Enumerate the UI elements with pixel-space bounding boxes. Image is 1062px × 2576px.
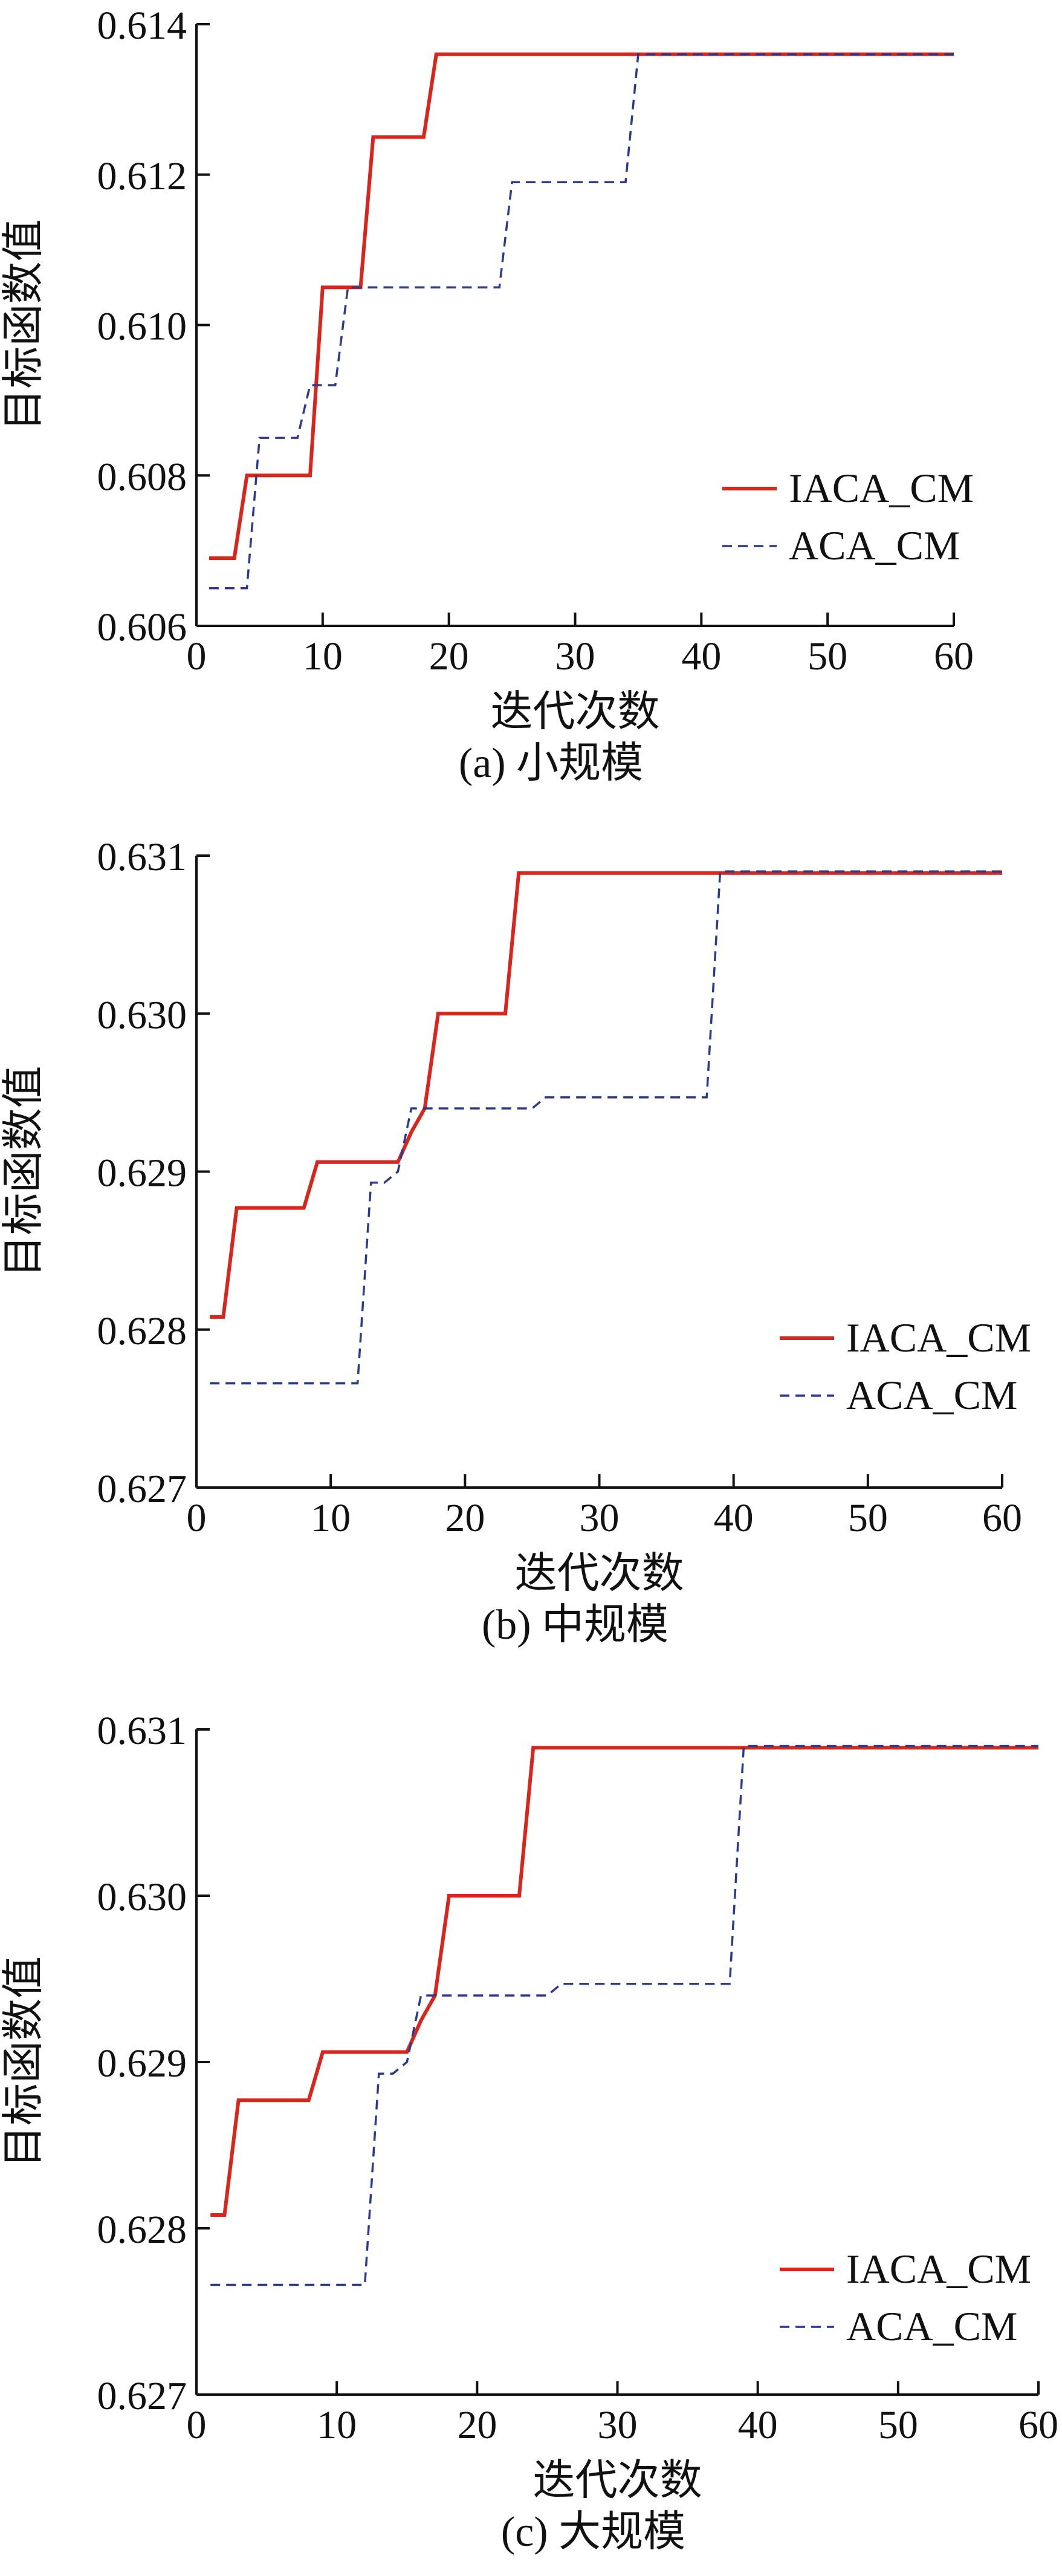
y-tick-label: 0.630 [97,1875,187,1919]
y-axis-label: 目标函数值 [1,220,47,431]
x-tick-label: 60 [982,1496,1022,1540]
y-tick-label: 0.610 [97,305,187,349]
series-line-iaca-cm [210,1746,1038,2217]
chart-panel-1: 0.606 0.608 0.610 0.612 0.614 0 10 20 30 40 50 60 迭代… [1,4,974,787]
series-line-aca-cm [210,870,1002,1385]
x-axis-label: 迭代次数 [533,2457,702,2504]
y-tick-label: 0.608 [97,455,187,499]
x-tick-label: 30 [555,634,595,678]
x-tick-label: 20 [445,1496,485,1540]
legend-label: ACA_CM [789,522,960,568]
y-axis-label: 目标函数值 [1,1956,47,2168]
series-line-iaca-cm [209,52,954,561]
y-axis-label: 目标函数值 [1,1066,47,1278]
y-tick-label: 0.631 [97,1709,187,1753]
x-axis-label: 迭代次数 [515,1550,684,1597]
legend-label: IACA_CM [846,1315,1031,1361]
x-tick-label: 20 [457,2403,497,2447]
x-tick-label: 10 [311,1496,351,1540]
x-tick-label: 50 [848,1496,888,1540]
y-tick-label: 0.630 [97,993,187,1037]
x-tick-label: 50 [808,634,847,678]
x-tick-label: 50 [878,2403,918,2447]
x-tick-label: 20 [429,634,469,678]
x-tick-label: 10 [303,634,343,678]
panel-caption: (c) 大规模 [501,2509,685,2555]
x-tick-label: 0 [187,634,207,678]
series-line-aca-cm [210,1745,1038,2286]
y-tick-label: 0.629 [97,2041,187,2086]
y-tick-label: 0.631 [97,835,187,879]
x-tick-label: 60 [1018,2403,1058,2447]
series-line-aca-cm [209,53,954,590]
y-tick-label: 0.627 [97,1467,187,1511]
chart-panel-3: 0.627 0.628 0.629 0.630 0.631 0 10 20 30 40 50 60 迭代… [1,1709,1058,2555]
x-tick-label: 30 [598,2403,638,2447]
legend-label: ACA_CM [846,1372,1017,1418]
x-tick-label: 40 [714,1496,754,1540]
panel-caption: (b) 中规模 [482,1602,669,1648]
legend-label: ACA_CM [846,2303,1017,2349]
x-tick-label: 30 [580,1496,620,1540]
x-tick-label: 0 [187,2403,207,2447]
y-tick-label: 0.629 [97,1151,187,1195]
y-tick-label: 0.628 [97,2208,187,2252]
series-line-iaca-cm [210,871,1002,1319]
y-tick-label: 0.627 [97,2374,187,2418]
chart-panel-2: 0.627 0.628 0.629 0.630 0.631 0 10 20 30 40 50 60 迭代… [1,835,1031,1648]
legend-label: IACA_CM [846,2246,1031,2292]
x-axis-label: 迭代次数 [491,689,660,735]
x-tick-label: 0 [187,1496,207,1540]
y-tick-label: 0.614 [97,4,187,48]
x-tick-label: 60 [934,634,974,678]
y-tick-label: 0.612 [97,154,187,198]
x-tick-label: 10 [317,2403,357,2447]
legend-label: IACA_CM [789,465,974,511]
panel-caption: (a) 小规模 [459,740,643,787]
y-tick-label: 0.628 [97,1309,187,1353]
y-tick-label: 0.606 [97,605,187,649]
x-tick-label: 40 [681,634,721,678]
x-tick-label: 40 [738,2403,778,2447]
